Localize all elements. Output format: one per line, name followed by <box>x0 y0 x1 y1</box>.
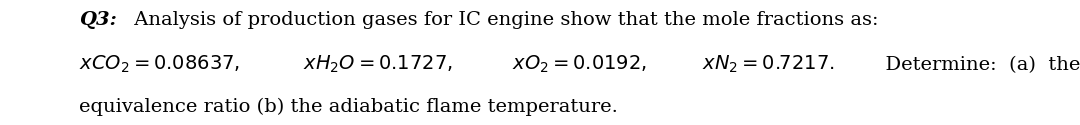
Text: Analysis of production gases for IC engine show that the mole fractions as:: Analysis of production gases for IC engi… <box>127 11 878 29</box>
Text: $\mathit{xH_2O=0.1727,}$: $\mathit{xH_2O=0.1727,}$ <box>302 54 453 75</box>
Text: equivalence ratio (b) the adiabatic flame temperature.: equivalence ratio (b) the adiabatic flam… <box>79 98 618 116</box>
Text: $\mathit{xO_2=0.0192,}$: $\mathit{xO_2=0.0192,}$ <box>512 54 647 75</box>
Text: Determine:  (a)  the: Determine: (a) the <box>873 56 1080 74</box>
Text: Q3:: Q3: <box>79 11 117 29</box>
Text: $\mathit{xN_2=0.7217.}$: $\mathit{xN_2=0.7217.}$ <box>702 54 835 75</box>
Text: $\mathit{xCO_2}\mathit{=0.08637,}$: $\mathit{xCO_2}\mathit{=0.08637,}$ <box>79 54 240 75</box>
